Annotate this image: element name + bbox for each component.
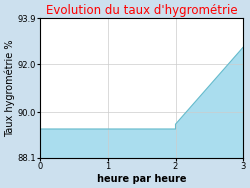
Y-axis label: Taux hygrométrie %: Taux hygrométrie % [4, 39, 15, 137]
Title: Evolution du taux d'hygrométrie: Evolution du taux d'hygrométrie [46, 4, 238, 17]
X-axis label: heure par heure: heure par heure [97, 174, 186, 184]
